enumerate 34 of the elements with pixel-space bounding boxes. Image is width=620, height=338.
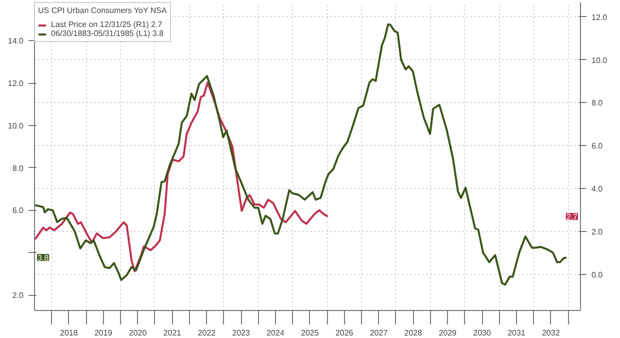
- annotation: 2.7: [566, 212, 578, 222]
- y2-tick-label: 10.0: [592, 56, 608, 65]
- y-tick-label: 14.0: [8, 36, 24, 46]
- x-tick-label: 2028: [404, 328, 423, 338]
- line-series: [34, 82, 329, 272]
- y2-tick-label: 4.0: [592, 184, 604, 194]
- annotation: 3.8: [38, 254, 50, 263]
- x-tick-label: 2018: [60, 328, 78, 338]
- y-tick-label: 10.0: [8, 121, 24, 130]
- x-tick-label: 2025: [301, 328, 320, 338]
- x-tick-label: 2026: [335, 328, 354, 338]
- y2-tick-label: 8.0: [592, 98, 604, 108]
- x-tick-label: 2021: [163, 328, 182, 338]
- y2-tick-label: 6.0: [592, 142, 604, 151]
- y-tick-label: 8.0: [12, 164, 24, 173]
- y2-tick-label: 2.0: [592, 228, 604, 237]
- x-tick-label: 2031: [508, 328, 526, 338]
- x-tick-label: 2030: [473, 328, 492, 338]
- y2-tick-label: 0.0: [592, 270, 604, 280]
- legend-label: 06/30/1883-05/31/1985 (L1) 3.8: [51, 29, 164, 38]
- y-tick-label: 12.0: [8, 79, 24, 88]
- y-tick-label: 2.0: [12, 291, 24, 300]
- legend-label: Last Price on 12/31/25 (R1) 2.7: [51, 20, 162, 29]
- y-tick-label: 6.0: [12, 206, 24, 216]
- y2-tick-label: 12.0: [592, 12, 608, 22]
- x-tick-label: 2023: [232, 328, 251, 338]
- x-tick-label: 2032: [542, 328, 560, 338]
- x-tick-label: 2027: [370, 328, 388, 338]
- x-tick-label: 2024: [266, 328, 285, 338]
- legend-title: US CPI Urban Consumers YoY NSA: [38, 6, 167, 15]
- x-tick-label: 2022: [198, 328, 216, 338]
- x-tick-label: 2020: [128, 328, 148, 338]
- x-tick-label: 2029: [438, 328, 458, 338]
- x-tick-label: 2019: [94, 328, 113, 338]
